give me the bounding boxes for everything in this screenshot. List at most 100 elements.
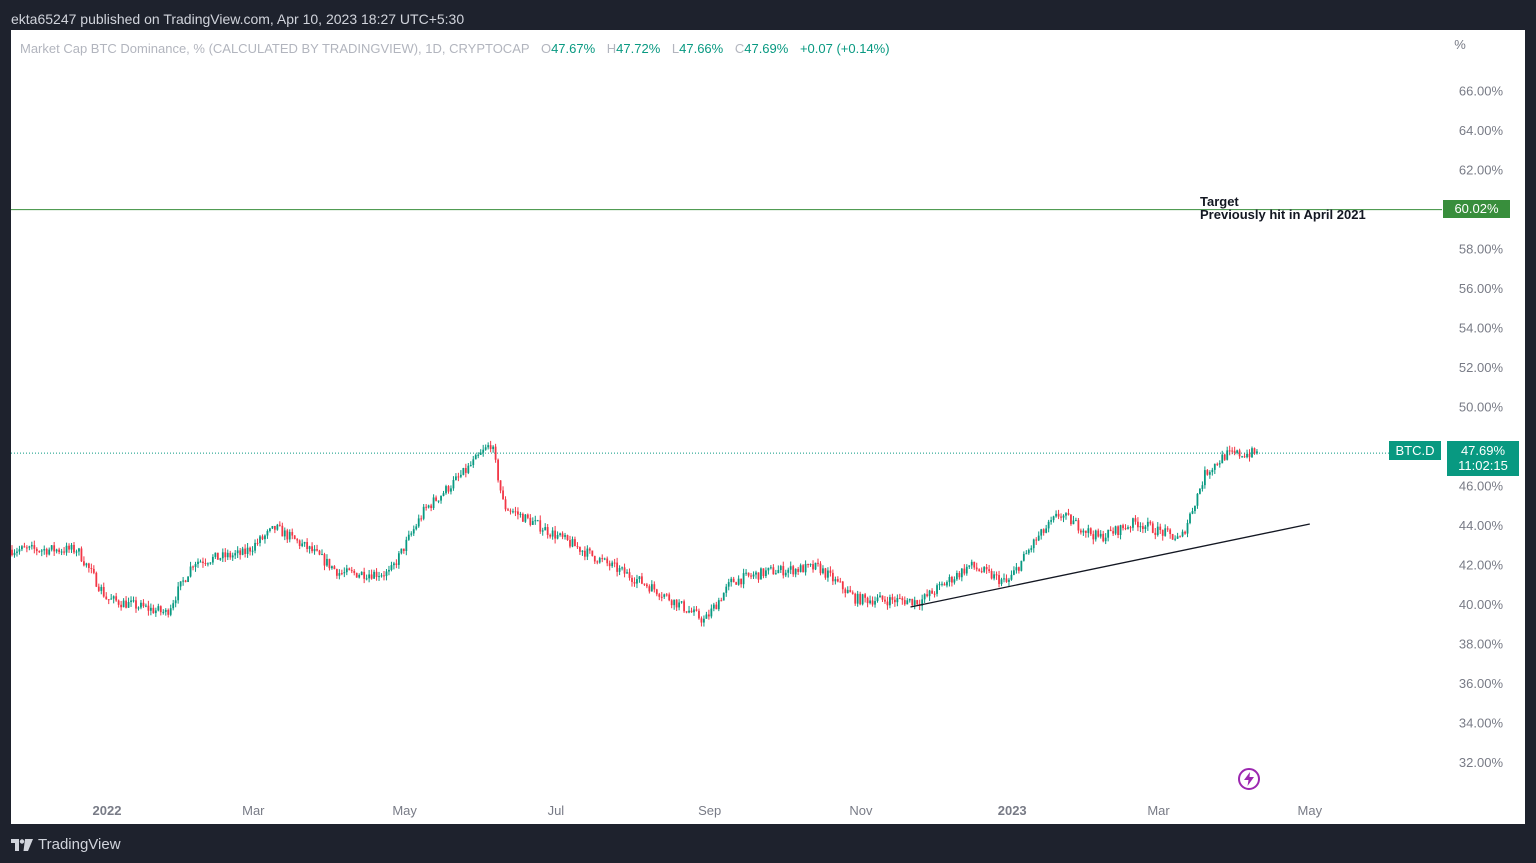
candle-body [1174,538,1177,540]
candle-body [1005,578,1008,582]
candle-body [1253,448,1256,454]
candle-body [819,563,822,574]
candle-body [402,548,405,552]
candle-body [494,446,497,460]
candle-body [1144,526,1147,530]
candle-body [747,572,750,576]
candle-body [306,542,309,550]
candle-body [517,511,519,515]
candle-body [921,599,924,606]
candle-body [400,548,403,554]
target-annotation-note[interactable]: Previously hit in April 2021 [1200,207,1366,222]
candle-body [288,532,291,540]
chart-panel[interactable]: %66.00%64.00%62.00%60.00%58.00%56.00%54.… [11,30,1525,824]
last-price-value: 47.69% [1460,443,1506,458]
candle-body [182,580,185,582]
candle-body [668,594,671,601]
candle-body [130,600,132,603]
candle-body [695,609,698,611]
candle-body [839,581,842,583]
candle-body [529,517,532,525]
candle-body [824,568,827,578]
candle-series [11,440,1258,627]
candle-body [650,584,653,592]
price-axis-tick: 44.00% [1459,518,1504,533]
candle-body [993,574,995,579]
candle-body [241,548,244,555]
legend-high-label: H [606,41,617,56]
candle-body [358,574,361,578]
legend-close-value: 47.69% [744,41,789,56]
candle-body [459,474,462,477]
candle-body [1134,518,1137,522]
candle-body [1010,574,1013,580]
candle-body [68,545,70,550]
candle-body [1045,528,1048,533]
candle-body [21,546,23,550]
candle-body [83,561,85,566]
candle-body [147,605,150,611]
support-trendline [910,523,1310,608]
candle-body [566,535,569,541]
candle-body [390,565,393,570]
candle-body [43,549,46,551]
candle-body [318,550,321,555]
candle-body [78,548,80,552]
candle-body [623,567,626,574]
candle-body [757,572,760,580]
candle-body [596,561,599,563]
candle-body [432,497,435,509]
candle-body [1117,526,1119,535]
candle-body [889,597,891,606]
candle-body [368,574,371,579]
candle-body [807,563,809,565]
candle-body [782,566,785,576]
candle-body [167,609,170,615]
candle-body [973,561,976,568]
candle-body [204,563,207,565]
candle-body [735,582,738,585]
candle-body [881,595,884,600]
candle-body [216,552,219,560]
candle-body [1238,450,1241,457]
candle-body [1020,560,1023,571]
candle-body [762,568,765,577]
candle-body [598,558,601,563]
candle-body [209,562,212,564]
candle-body [645,584,648,587]
candle-body [948,577,951,583]
symbol-legend[interactable]: Market Cap BTC Dominance, % (CALCULATED … [20,41,890,57]
candle-body [1067,513,1070,515]
candle-body [363,571,366,579]
candle-body [254,542,256,551]
candle-body [1084,530,1087,533]
symbol-badge: BTC.D [1389,441,1441,460]
candle-body [353,570,356,573]
candle-body [385,571,388,577]
candle-body [157,606,160,611]
candle-body [658,594,661,597]
candle-body [893,599,896,603]
candle-body [370,574,373,579]
candle-body [1154,532,1157,535]
candle-body [531,521,534,525]
price-axis-tick: 50.00% [1459,400,1504,415]
candle-body [1228,450,1231,452]
candle-body [430,505,433,509]
candle-body [135,600,137,609]
candle-body [670,600,673,606]
candle-body [440,495,442,501]
candle-body [326,558,328,566]
chart-canvas[interactable]: %66.00%64.00%62.00%60.00%58.00%56.00%54.… [11,30,1525,824]
candle-body [489,445,492,450]
candle-body [512,511,514,513]
candle-body [1179,536,1181,538]
lightning-icon[interactable] [1238,768,1260,790]
candle-body [229,552,232,558]
candle-body [469,465,472,467]
candle-body [132,600,135,602]
candle-body [884,599,886,602]
tradingview-logo[interactable]: TradingView [11,836,121,853]
candle-body [350,570,353,572]
target-annotation-title[interactable]: Target [1200,194,1239,209]
